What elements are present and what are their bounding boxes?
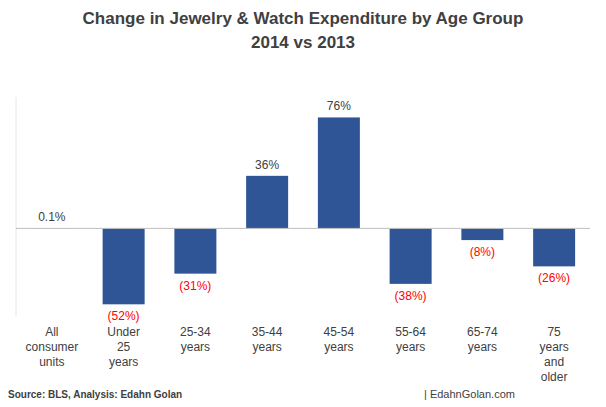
subtitle: 2014 vs 2013	[251, 33, 355, 52]
data-label: (38%)	[395, 289, 427, 303]
category-label: 65-74years	[467, 325, 498, 354]
source-note: Source: BLS, Analysis: Edahn Golan	[8, 389, 182, 400]
category-line: 35-44	[252, 325, 283, 339]
data-label: 36%	[255, 158, 279, 172]
category-line: years	[324, 340, 353, 354]
site-credit: | EdahnGolan.com	[424, 388, 515, 400]
category-line: 45-54	[324, 325, 355, 339]
category-label: 55-64years	[395, 325, 426, 354]
bar	[246, 176, 288, 229]
category-line: years	[109, 355, 138, 369]
bar	[390, 228, 432, 283]
category-label: 25-34years	[180, 325, 211, 354]
category-line: Under	[107, 325, 140, 339]
category-line: 75	[547, 325, 561, 339]
category-line: older	[541, 370, 568, 384]
background	[0, 0, 606, 407]
category-label: 45-54years	[324, 325, 355, 354]
data-label: (31%)	[179, 279, 211, 293]
category-line: 65-74	[467, 325, 498, 339]
bar	[103, 228, 145, 304]
bar	[318, 117, 360, 228]
data-label: 76%	[327, 99, 351, 113]
bar	[533, 228, 575, 266]
chart: Change in Jewelry & Watch Expenditure by…	[0, 0, 606, 407]
category-line: years	[539, 340, 568, 354]
data-label: 0.1%	[38, 210, 66, 224]
y-axis-line	[16, 97, 17, 316]
data-label: (26%)	[538, 271, 570, 285]
category-label: 35-44years	[252, 325, 283, 354]
bars	[31, 117, 575, 304]
category-line: years	[181, 340, 210, 354]
data-label: (52%)	[108, 309, 140, 323]
category-line: 25	[117, 340, 131, 354]
category-label: Under25years	[107, 325, 140, 369]
category-line: consumer	[26, 340, 79, 354]
category-label: 75yearsandolder	[539, 325, 568, 384]
category-line: 55-64	[395, 325, 426, 339]
category-line: 25-34	[180, 325, 211, 339]
baseline	[16, 228, 590, 229]
bar	[174, 228, 216, 273]
category-line: All	[45, 325, 58, 339]
category-label: Allconsumerunits	[26, 325, 79, 369]
category-line: years	[396, 340, 425, 354]
category-line: and	[544, 355, 564, 369]
title: Change in Jewelry & Watch Expenditure by…	[83, 9, 524, 28]
category-line: years	[252, 340, 281, 354]
data-label: (8%)	[470, 245, 495, 259]
category-line: years	[468, 340, 497, 354]
bar	[461, 228, 503, 240]
category-line: units	[39, 355, 64, 369]
